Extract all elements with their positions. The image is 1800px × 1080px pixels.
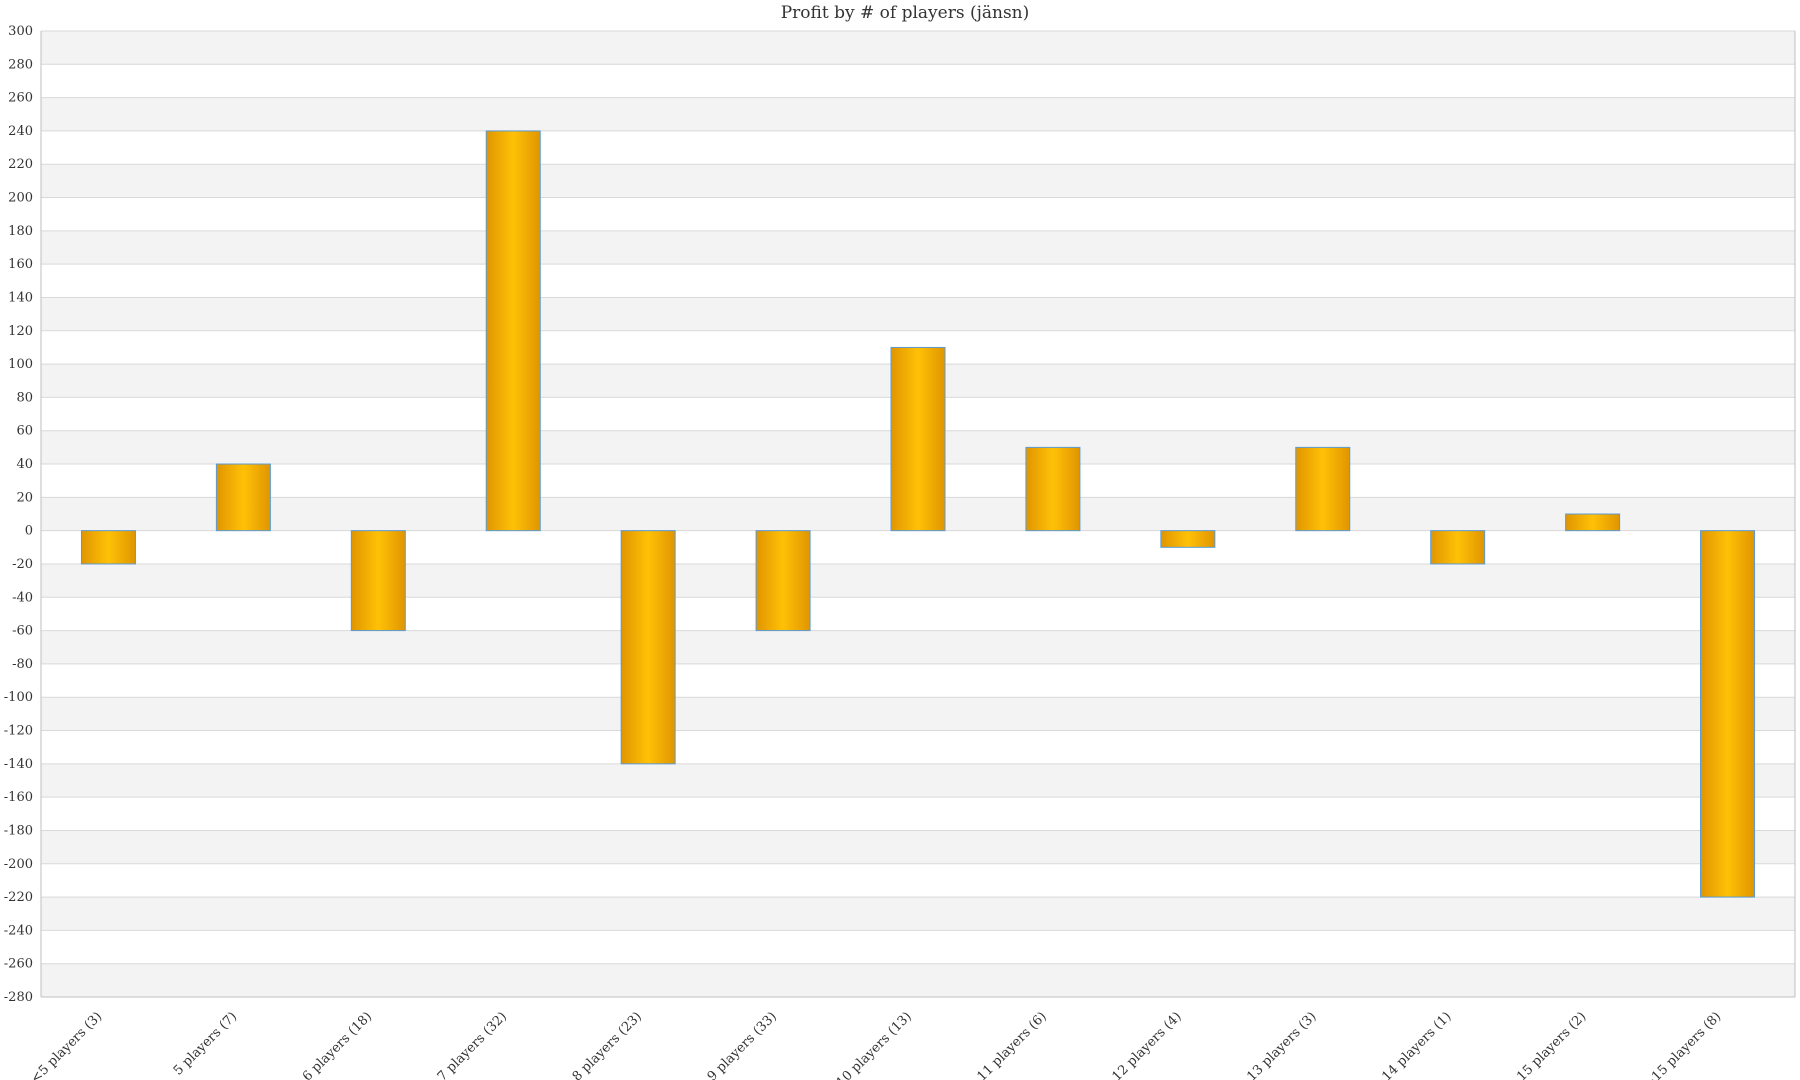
y-tick-label: 300 xyxy=(8,24,33,39)
y-tick-label: 80 xyxy=(16,390,33,405)
plot-band xyxy=(41,763,1795,798)
bar xyxy=(80,530,136,565)
y-tick-label: -280 xyxy=(4,990,33,1005)
y-tick-label: 60 xyxy=(16,424,33,439)
y-tick-label: 100 xyxy=(8,357,33,372)
bar xyxy=(350,530,406,632)
x-tick-label: 15 players (2) xyxy=(1514,1009,1589,1080)
y-tick-label: -220 xyxy=(4,890,33,905)
x-tick-label: 13 players (3) xyxy=(1244,1009,1319,1080)
y-tick-label: 220 xyxy=(8,157,33,172)
y-tick-label: -160 xyxy=(4,790,33,805)
y-tick-label: 180 xyxy=(8,224,33,239)
bar xyxy=(755,530,811,632)
x-tick-label: 9 players (33) xyxy=(705,1009,780,1080)
bar xyxy=(1430,530,1486,565)
x-tick-label: 10 players (13) xyxy=(834,1009,915,1080)
axes xyxy=(40,31,1796,998)
y-tick-label: -140 xyxy=(4,757,33,772)
plot-band xyxy=(41,164,1795,198)
y-tick-label: 280 xyxy=(8,57,33,72)
bar xyxy=(1565,513,1621,532)
plot-band xyxy=(41,31,1795,65)
y-tick-labels: -280-260-240-220-200-180-160-140-120-100… xyxy=(4,24,33,1005)
y-tick-label: -200 xyxy=(4,857,33,872)
y-tick-label: 240 xyxy=(8,124,33,139)
y-tick-label: -80 xyxy=(12,657,33,672)
y-tick-label: -120 xyxy=(4,724,33,739)
plot-band xyxy=(41,830,1795,864)
plot-band xyxy=(41,563,1795,598)
y-tick-label: 120 xyxy=(8,324,33,339)
y-tick-label: 20 xyxy=(16,490,33,505)
y-tick-label: -180 xyxy=(4,823,33,838)
bar xyxy=(215,463,271,532)
plot-band xyxy=(41,230,1795,265)
bar xyxy=(1295,446,1351,532)
bar xyxy=(1160,530,1216,548)
x-tick-label: 14 players (1) xyxy=(1379,1009,1454,1080)
y-tick-label: -240 xyxy=(4,923,33,938)
x-tick-label: >15 players (8) xyxy=(1641,1009,1724,1080)
plot-band xyxy=(41,630,1795,664)
x-tick-labels: <5 players (3) 5 players (7) 6 players (18… xyxy=(28,1009,1724,1080)
y-tick-label: -40 xyxy=(12,590,33,605)
x-tick-label: 12 players (4) xyxy=(1109,1009,1184,1080)
y-tick-label: -60 xyxy=(12,624,33,639)
y-tick-label: 140 xyxy=(8,290,33,305)
bar xyxy=(890,346,946,532)
plot-band xyxy=(41,97,1795,131)
bars xyxy=(80,130,1756,898)
chart-title: Profit by # of players (jänsn) xyxy=(781,3,1030,23)
gridlines xyxy=(41,30,1795,998)
plot-band xyxy=(41,963,1795,997)
bar xyxy=(1025,446,1081,532)
x-tick-label: 11 players (6) xyxy=(975,1009,1050,1080)
y-tick-label: 160 xyxy=(8,257,33,272)
x-tick-label: 8 players (23) xyxy=(570,1009,645,1080)
x-tick-label: 5 players (7) xyxy=(171,1009,240,1078)
y-tick-label: 260 xyxy=(8,91,33,106)
y-tick-label: 40 xyxy=(16,457,33,472)
x-tick-label: 6 players (18) xyxy=(300,1009,375,1080)
x-tick-label: 7 players (32) xyxy=(435,1009,510,1080)
y-tick-label: -100 xyxy=(4,690,33,705)
bar xyxy=(1700,530,1756,898)
plot-band xyxy=(41,697,1795,731)
x-tick-label: <5 players (3) xyxy=(28,1009,105,1080)
bar xyxy=(620,530,676,765)
plot-band xyxy=(41,297,1795,331)
y-tick-label: -260 xyxy=(4,957,33,972)
y-tick-label: 0 xyxy=(25,524,33,539)
plot-band xyxy=(41,897,1795,931)
y-tick-label: 200 xyxy=(8,191,33,206)
y-tick-label: -20 xyxy=(12,557,33,572)
bar xyxy=(485,130,541,532)
